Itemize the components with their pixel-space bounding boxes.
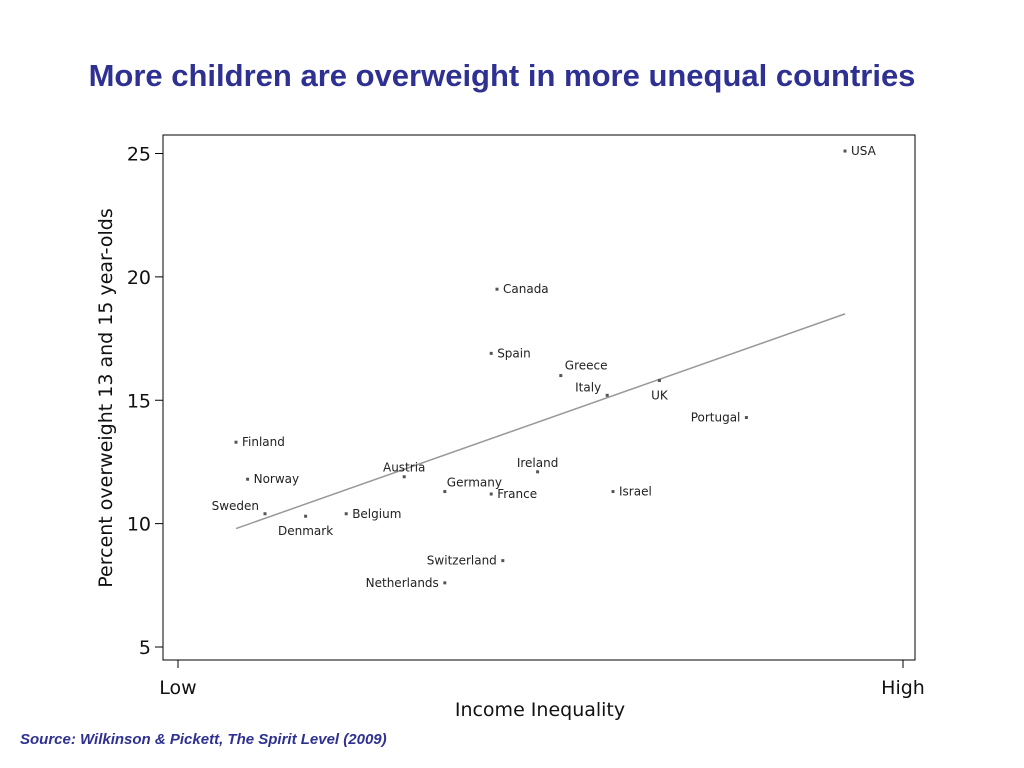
data-point: [744, 416, 748, 420]
data-point: [657, 379, 661, 383]
x-axis: Low High: [159, 660, 925, 699]
point-label: France: [497, 487, 537, 501]
point-label: Austria: [383, 461, 425, 475]
data-points: USA Canada Spain Greece Italy UK Portugal Finla…: [212, 144, 877, 590]
point-label: Switzerland: [427, 554, 497, 568]
data-point: [501, 559, 505, 563]
point-label: Canada: [503, 282, 549, 296]
data-point: [536, 470, 540, 474]
y-axis-title: Percent overweight 13 and 15 year-olds: [95, 208, 117, 587]
data-point: [611, 490, 615, 494]
point-label: Norway: [254, 472, 300, 486]
data-point: [489, 351, 493, 355]
data-point: [559, 374, 563, 378]
point-label: Greece: [565, 359, 608, 373]
point-label: Portugal: [691, 411, 741, 425]
data-point: [495, 287, 499, 291]
point-label: Italy: [575, 380, 601, 394]
point-label: Spain: [497, 346, 531, 360]
point-label: Sweden: [212, 499, 259, 513]
point-label: Belgium: [352, 507, 401, 521]
data-point: [443, 490, 447, 494]
data-point: [605, 393, 609, 397]
point-label: USA: [851, 144, 877, 158]
data-point: [402, 475, 406, 479]
x-axis-title: Income Inequality: [455, 699, 625, 721]
y-tick-label: 10: [127, 514, 151, 536]
y-axis: 5 10 15 20 25: [127, 144, 163, 659]
point-label: Netherlands: [366, 576, 439, 590]
y-tick-label: 25: [127, 144, 151, 166]
data-point: [344, 512, 348, 516]
data-point: [263, 512, 267, 516]
y-tick-label: 15: [127, 390, 151, 412]
point-label: Finland: [242, 435, 285, 449]
slide-title: More children are overweight in more une…: [88, 58, 916, 93]
data-point: [304, 514, 308, 518]
data-point: [843, 149, 847, 153]
point-label: Israel: [619, 485, 652, 499]
data-point: [489, 492, 493, 496]
source-note: Source: Wilkinson & Pickett, The Spirit …: [20, 731, 387, 748]
x-tick-label: High: [881, 677, 925, 699]
data-point: [443, 581, 447, 585]
x-tick-label: Low: [159, 677, 196, 699]
trend-line: [235, 313, 846, 530]
y-tick-label: 20: [127, 267, 151, 289]
data-point: [246, 477, 250, 481]
point-label: Germany: [447, 476, 502, 490]
point-label: Denmark: [278, 524, 333, 538]
data-point: [234, 440, 238, 444]
y-tick-label: 5: [139, 637, 151, 659]
plot-frame: [162, 134, 916, 661]
point-label: UK: [651, 389, 669, 403]
point-label: Ireland: [517, 456, 559, 470]
